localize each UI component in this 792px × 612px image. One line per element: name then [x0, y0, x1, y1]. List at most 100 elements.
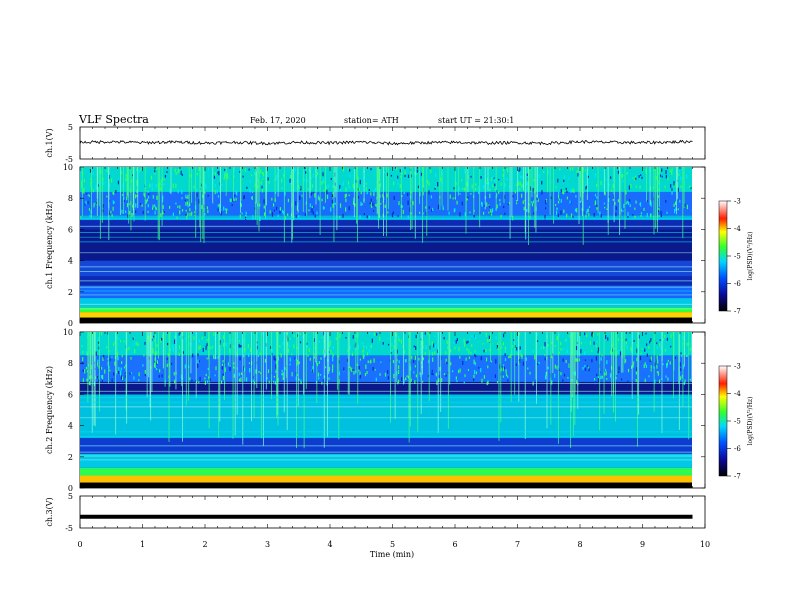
spectrogram-speckle: [445, 374, 447, 377]
spectrogram-speckle: [504, 212, 506, 215]
spectrogram-speckle: [282, 372, 284, 377]
spectrogram-speckle: [266, 376, 268, 380]
spectrogram-sferic: [537, 167, 538, 199]
spectrogram-speckle: [401, 205, 403, 208]
spectrogram-speckle: [397, 371, 400, 374]
spectrogram-speckle: [308, 168, 310, 172]
spectrogram-sferic: [408, 332, 410, 443]
spectrogram-speckle: [374, 369, 376, 371]
spectrogram-speckle: [597, 376, 599, 379]
spectrogram-speckle: [243, 195, 245, 199]
spectrogram-speckle: [121, 376, 124, 381]
spectrogram-sferic: [411, 167, 413, 230]
spectrogram-speckle: [339, 185, 341, 190]
spectrogram-speckle: [399, 175, 402, 178]
spectrogram-speckle: [239, 345, 241, 348]
spectrogram-speckle: [650, 369, 652, 372]
spectrogram-speckle: [505, 369, 507, 374]
spectrogram-sferic: [338, 332, 340, 440]
spectrogram-speckle: [502, 367, 504, 372]
spectrogram-speckle: [674, 356, 676, 360]
spectrogram-speckle: [494, 178, 496, 183]
spectrogram-sferic: [447, 167, 449, 211]
spectrogram-sferic: [244, 332, 246, 382]
spectrogram-speckle: [347, 168, 349, 171]
spectrogram-speckle: [191, 211, 193, 216]
spectrogram-speckle: [489, 188, 491, 191]
y-tick-label: 10: [63, 163, 73, 172]
spectrogram-speckle: [597, 347, 600, 352]
spectrogram-speckle: [404, 174, 406, 178]
spectrogram-speckle: [622, 174, 624, 177]
spectrogram-sferic: [188, 332, 190, 401]
spectrogram-speckle: [229, 198, 231, 202]
spectrogram-sferic: [624, 167, 626, 229]
spectrogram-speckle: [335, 337, 337, 341]
spectrogram-speckle: [321, 181, 323, 185]
spectrogram-speckle: [273, 209, 275, 212]
spectrogram-speckle: [470, 351, 472, 355]
spectrogram-speckle: [500, 214, 502, 218]
y-tick-label: 0: [68, 319, 73, 328]
spectrogram-speckle: [496, 343, 499, 345]
spectrogram-speckle: [412, 380, 414, 385]
x-tick-label: 0: [77, 540, 82, 549]
spectrogram-speckle: [563, 179, 565, 182]
spectrogram-speckle: [300, 186, 302, 191]
spectrogram-speckle: [225, 209, 227, 214]
spectrogram-speckle: [431, 369, 433, 372]
spectrogram-speckle: [244, 168, 247, 172]
spectrogram-speckle: [140, 168, 142, 171]
spectrogram-sferic: [550, 332, 552, 425]
spectrogram-sferic: [319, 167, 321, 235]
spectrogram-speckle: [620, 208, 622, 212]
spectrogram-speckle: [391, 348, 393, 352]
spectrogram-speckle: [393, 373, 395, 379]
spectrogram-speckle: [617, 170, 620, 174]
spectrogram-speckle: [587, 365, 589, 368]
spectrogram-speckle: [480, 356, 482, 361]
spectrogram-speckle: [640, 212, 643, 215]
spectrogram-speckle: [214, 189, 216, 195]
spectrogram-speckle: [342, 181, 344, 186]
spectrogram-speckle: [488, 205, 491, 208]
spectrogram-speckle: [532, 200, 535, 204]
spectrogram-speckle: [287, 337, 289, 342]
spectrogram-speckle: [181, 189, 183, 195]
spectrogram-speckle: [240, 344, 242, 348]
spectrogram-speckle: [501, 366, 503, 369]
spectrogram-speckle: [370, 344, 373, 348]
spectrogram-speckle: [390, 352, 392, 354]
spectrogram-speckle: [428, 190, 430, 195]
spectrogram-speckle: [594, 173, 597, 178]
spectrogram-speckle: [181, 173, 183, 176]
spectrogram-sferic: [195, 167, 197, 238]
spectrogram-speckle: [605, 178, 607, 181]
spectrogram-speckle: [499, 202, 501, 206]
spectrogram-sferic: [631, 332, 633, 399]
spectrogram-speckle: [111, 378, 113, 383]
spectrogram-speckle: [205, 185, 207, 189]
spectrogram-speckle: [617, 199, 619, 203]
spectrogram-sferic: [256, 167, 258, 225]
spectrogram-speckle: [664, 335, 666, 338]
spectrogram-speckle: [235, 197, 237, 201]
spectrogram-speckle: [593, 212, 595, 217]
spectrogram-speckle: [176, 216, 178, 220]
spectrogram-speckle: [108, 350, 110, 353]
spectrogram-speckle: [86, 352, 88, 356]
spectrogram-speckle: [565, 359, 567, 363]
spectrogram-speckle: [654, 362, 656, 367]
spectrogram-speckle: [489, 193, 491, 199]
spectrogram-sferic: [417, 332, 419, 433]
spectrogram-speckle: [268, 380, 270, 384]
spectrogram-speckle: [467, 196, 469, 199]
spectrogram-sferic: [465, 167, 467, 234]
spectrogram-speckle: [417, 185, 420, 189]
spectrogram-speckle: [430, 169, 432, 174]
spectrogram-speckle: [332, 177, 335, 180]
spectrogram-sferic: [286, 332, 288, 431]
spectrogram-speckle: [393, 195, 395, 200]
spectrogram-speckle: [207, 209, 209, 214]
spectrogram-speckle: [670, 184, 672, 188]
